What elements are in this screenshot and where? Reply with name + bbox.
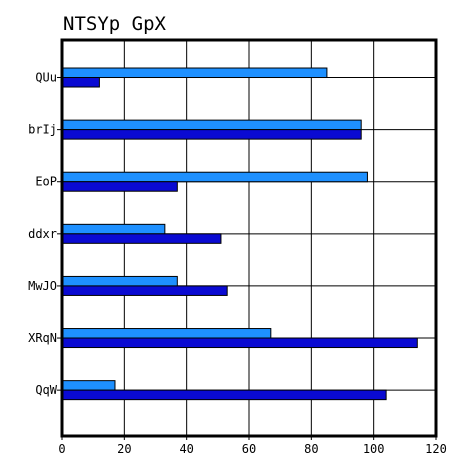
bar-series-1: [61, 328, 272, 339]
plot-frame: [60, 38, 438, 438]
category-label: ddxr: [28, 227, 57, 241]
x-tick-label: 60: [242, 442, 256, 456]
bar-series-2: [61, 129, 362, 140]
bar-series-1: [61, 275, 178, 287]
bar-series-1: [61, 67, 328, 79]
category-label: MwJO: [28, 279, 57, 293]
x-tick-label: 80: [304, 442, 318, 456]
category-label: EoP: [35, 175, 57, 189]
bar-series-1: [61, 119, 362, 131]
category-label: XRqN: [28, 331, 57, 345]
category-label: brIj: [28, 123, 57, 137]
x-tick-label: 20: [117, 442, 131, 456]
bar-series-2: [61, 389, 387, 401]
category-label: QqW: [35, 383, 57, 397]
chart-title: NTSYp GpX: [63, 13, 167, 35]
category-label: QUu: [35, 71, 57, 85]
x-tick-labels: 0 20 40 60 80 100 120: [58, 436, 447, 456]
x-tick-label: 0: [58, 442, 65, 456]
bar-series-2: [61, 181, 178, 192]
bar-series-1: [61, 171, 368, 183]
bar-series-1: [61, 223, 166, 235]
bar-series-1: [61, 380, 116, 391]
bar-series-2: [61, 233, 222, 244]
x-tick-label: 120: [425, 442, 447, 456]
x-tick-label: 100: [363, 442, 385, 456]
category-labels: QUu brIj EoP ddxr MwJO XRqN QqW: [28, 71, 62, 397]
bar-series-2: [61, 337, 418, 349]
bar-series-2: [61, 77, 100, 88]
x-tick-label: 40: [179, 442, 193, 456]
bar-series-2: [61, 285, 228, 296]
